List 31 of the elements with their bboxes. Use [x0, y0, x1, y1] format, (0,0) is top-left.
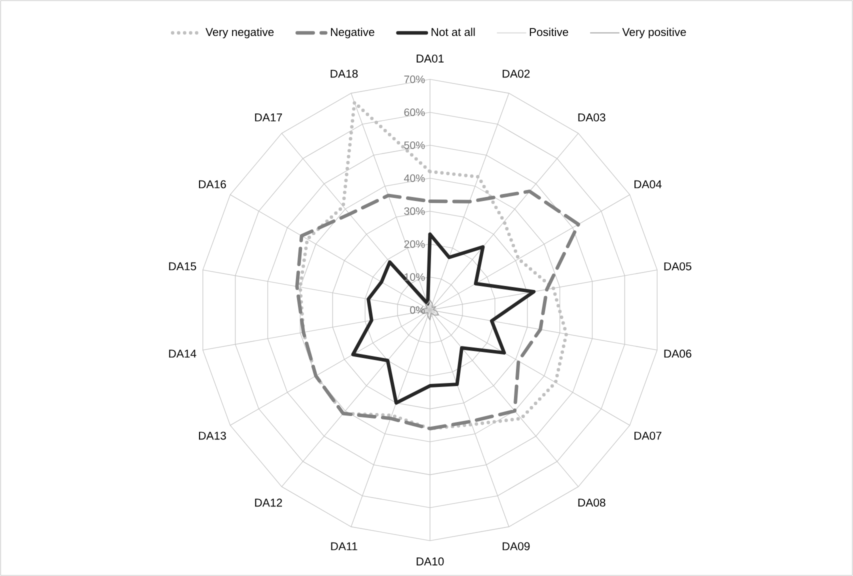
spoke-label: DA18 [330, 70, 358, 78]
legend-label: Positive [530, 28, 568, 36]
y-tick-label: 40% [404, 174, 425, 182]
y-tick-label: 50% [404, 141, 425, 150]
legend-label: Very positive [622, 28, 686, 38]
spoke-label: DA03 [578, 113, 606, 122]
spoke-label: DA09 [502, 542, 530, 550]
y-tick-label: 20% [404, 240, 425, 248]
legend-label: Very negative [206, 28, 274, 38]
spoke-label: DA07 [634, 432, 662, 440]
spoke-label: DA06 [664, 350, 692, 358]
spoke-label: DA04 [634, 180, 662, 188]
spoke-label: DA01 [416, 54, 444, 63]
y-tick-label: 70% [404, 76, 425, 84]
spoke-label: DA10 [416, 557, 444, 566]
spoke-label: DA08 [578, 498, 606, 507]
spoke-label: DA02 [502, 70, 530, 78]
spoke-label: DA17 [255, 113, 282, 122]
spoke-label: DA13 [199, 432, 226, 440]
spoke-label: DA05 [664, 262, 692, 270]
y-tick-label: 10% [404, 273, 425, 281]
legend-label: Negative [331, 28, 374, 38]
y-tick-label: 0% [410, 306, 425, 314]
legend-label: Not at all [432, 28, 475, 36]
spoke-label: DA14 [169, 350, 196, 358]
spoke-label: DA11 [331, 542, 358, 550]
y-tick-label: 30% [404, 207, 425, 215]
spoke-label: DA16 [199, 180, 226, 188]
spoke-label: DA15 [169, 262, 196, 270]
y-tick-label: 60% [404, 108, 425, 116]
spoke-label: DA12 [255, 498, 282, 507]
